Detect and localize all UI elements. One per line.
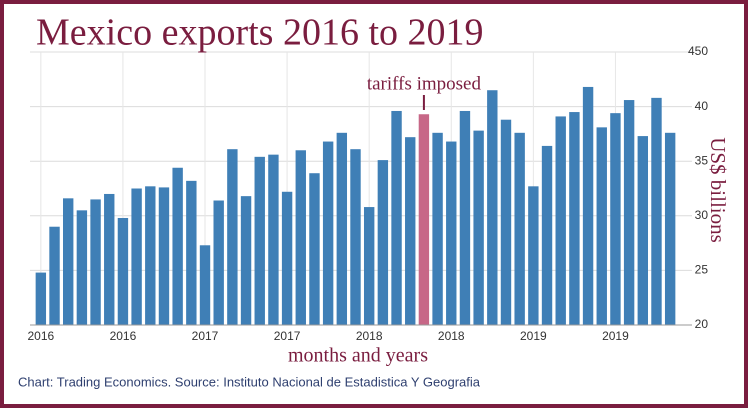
x-tick-label: 2017 — [274, 329, 301, 343]
y-tick-label: 25 — [695, 263, 709, 277]
bar — [227, 149, 238, 325]
bar — [664, 132, 676, 325]
bar — [459, 110, 471, 325]
bar — [473, 130, 484, 325]
bar — [240, 196, 252, 325]
x-tick-label: 2019 — [520, 329, 547, 343]
bar — [104, 193, 115, 325]
bar — [131, 188, 142, 325]
bar — [295, 150, 306, 325]
bar — [528, 186, 539, 325]
bar — [172, 167, 183, 325]
bar — [487, 90, 498, 325]
y-tick-label: 20 — [695, 317, 709, 331]
bar — [637, 136, 648, 325]
bar — [377, 160, 389, 325]
bar — [186, 180, 197, 325]
y-tick-label: 30 — [695, 208, 709, 222]
y-tick-label: 35 — [695, 153, 709, 167]
bar — [309, 173, 320, 325]
source: Chart: Trading Economics. Source: Instit… — [18, 374, 481, 389]
annotation: tariffs imposed — [367, 73, 482, 94]
bar — [569, 112, 580, 325]
bar — [145, 186, 156, 325]
bar — [418, 114, 430, 325]
bar — [213, 200, 224, 325]
y-tick-label: 40 — [695, 99, 709, 113]
bar — [623, 100, 635, 325]
bar — [158, 187, 170, 325]
bar — [363, 207, 375, 325]
bar — [322, 141, 334, 325]
bar — [281, 191, 293, 325]
bar — [76, 210, 88, 325]
bar — [432, 132, 443, 325]
bar — [541, 145, 553, 325]
x-tick-label: 2018 — [356, 329, 383, 343]
bar — [35, 272, 47, 325]
bars — [35, 86, 676, 326]
bar — [63, 198, 74, 325]
bar — [555, 116, 566, 325]
x-tick-label: 2019 — [602, 329, 629, 343]
bar — [49, 226, 60, 325]
x-tick-label: 2018 — [438, 329, 465, 343]
bar — [651, 97, 662, 325]
bar — [350, 149, 361, 325]
bar — [405, 137, 416, 325]
bar — [610, 113, 621, 325]
bar — [117, 217, 129, 325]
chart-title: Mexico exports 2016 to 2019 — [36, 12, 484, 54]
bar — [254, 156, 265, 325]
bar — [336, 132, 348, 325]
bar — [596, 127, 607, 326]
y-tick-label: 450 — [688, 44, 708, 58]
bar — [90, 199, 101, 325]
bar — [268, 154, 279, 325]
bar — [391, 110, 402, 325]
x-tick-label: 2016 — [27, 329, 54, 343]
y-axis-label: US$ billions — [706, 137, 730, 243]
bar — [446, 141, 457, 325]
bar — [514, 132, 525, 325]
x-tick-label: 2016 — [110, 329, 137, 343]
x-axis-label: months and years — [288, 345, 428, 367]
bar — [582, 86, 594, 325]
bar — [199, 245, 211, 325]
x-tick-label: 2017 — [192, 329, 219, 343]
bar — [500, 119, 512, 325]
